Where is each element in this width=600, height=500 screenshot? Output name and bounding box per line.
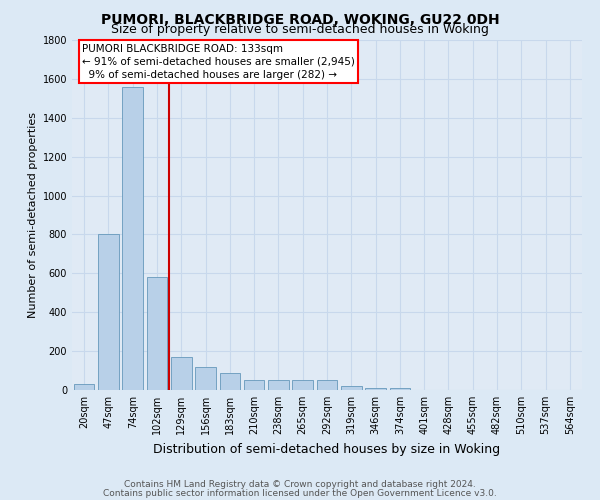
Bar [146,277,167,390]
Bar [220,372,240,390]
Bar [98,234,119,390]
Bar [171,357,191,390]
Bar [268,380,289,390]
Bar [389,388,410,390]
Text: Size of property relative to semi-detached houses in Woking: Size of property relative to semi-detach… [111,22,489,36]
Y-axis label: Number of semi-detached properties: Number of semi-detached properties [28,112,38,318]
Bar [122,86,143,390]
Bar [317,380,337,390]
Bar [244,380,265,390]
Bar [74,384,94,390]
X-axis label: Distribution of semi-detached houses by size in Woking: Distribution of semi-detached houses by … [154,442,500,456]
Bar [195,366,216,390]
Bar [365,388,386,390]
Bar [341,386,362,390]
Bar [292,380,313,390]
Text: Contains HM Land Registry data © Crown copyright and database right 2024.: Contains HM Land Registry data © Crown c… [124,480,476,489]
Text: PUMORI BLACKBRIDGE ROAD: 133sqm
← 91% of semi-detached houses are smaller (2,945: PUMORI BLACKBRIDGE ROAD: 133sqm ← 91% of… [82,44,355,80]
Text: PUMORI, BLACKBRIDGE ROAD, WOKING, GU22 0DH: PUMORI, BLACKBRIDGE ROAD, WOKING, GU22 0… [101,12,499,26]
Text: Contains public sector information licensed under the Open Government Licence v3: Contains public sector information licen… [103,488,497,498]
